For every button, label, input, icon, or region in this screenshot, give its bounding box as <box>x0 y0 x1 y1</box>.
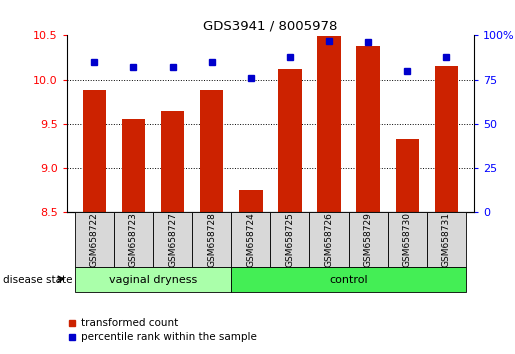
Text: GSM658723: GSM658723 <box>129 212 138 267</box>
Text: GSM658728: GSM658728 <box>207 212 216 267</box>
Text: vaginal dryness: vaginal dryness <box>109 275 197 285</box>
Bar <box>270 212 310 267</box>
Title: GDS3941 / 8005978: GDS3941 / 8005978 <box>203 20 337 33</box>
Text: GSM658724: GSM658724 <box>246 212 255 267</box>
Bar <box>153 212 192 267</box>
Bar <box>349 212 388 267</box>
Text: disease state: disease state <box>3 275 72 285</box>
Text: GSM658725: GSM658725 <box>285 212 295 267</box>
Bar <box>396 139 419 212</box>
Bar <box>356 46 380 212</box>
Text: GSM658727: GSM658727 <box>168 212 177 267</box>
Bar <box>114 212 153 267</box>
Bar <box>435 66 458 212</box>
Text: transformed count: transformed count <box>81 318 179 328</box>
Bar <box>200 90 224 212</box>
Bar <box>192 212 231 267</box>
Bar <box>82 90 106 212</box>
Text: GSM658722: GSM658722 <box>90 212 99 267</box>
Text: percentile rank within the sample: percentile rank within the sample <box>81 332 258 342</box>
Bar <box>317 36 341 212</box>
Text: GSM658726: GSM658726 <box>324 212 334 267</box>
Text: GSM658730: GSM658730 <box>403 212 412 267</box>
Bar <box>278 69 302 212</box>
Bar <box>75 212 114 267</box>
Bar <box>427 212 466 267</box>
Bar <box>310 212 349 267</box>
Bar <box>231 267 466 292</box>
Bar <box>75 267 231 292</box>
Bar <box>239 190 263 212</box>
Bar <box>231 212 270 267</box>
Text: GSM658729: GSM658729 <box>364 212 373 267</box>
Bar <box>388 212 427 267</box>
Text: control: control <box>329 275 368 285</box>
Bar <box>122 119 145 212</box>
Text: GSM658731: GSM658731 <box>442 212 451 267</box>
Bar <box>161 110 184 212</box>
